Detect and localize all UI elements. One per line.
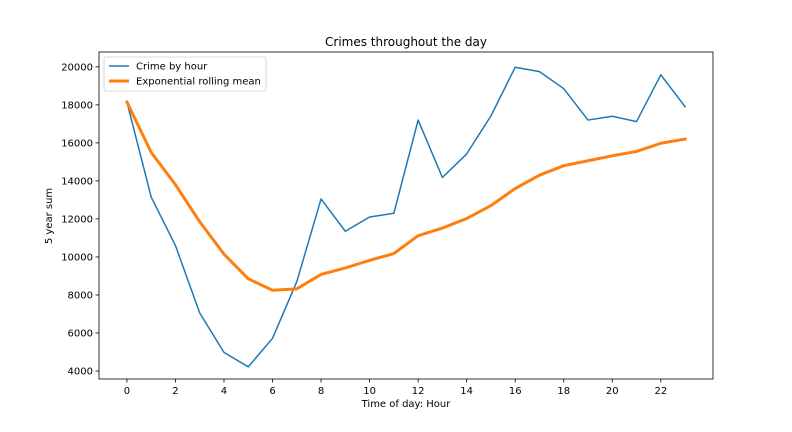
x-tick-label: 22	[654, 386, 667, 397]
y-tick-label: 12000	[61, 214, 93, 225]
series-line-exponential-rolling-mean	[124, 99, 687, 292]
y-tick-label: 16000	[61, 138, 93, 149]
x-axis-ticks: 0 2 4 6 8 10 12 14 16 18 20 22	[124, 379, 667, 397]
x-tick-label: 16	[509, 386, 522, 397]
plot-frame	[98, 51, 714, 380]
series-lines	[124, 66, 687, 368]
x-tick-label: 18	[557, 386, 570, 397]
x-axis-label: Time of day: Hour	[361, 399, 452, 410]
x-tick-label: 12	[412, 386, 425, 397]
y-tick-label: 4000	[68, 367, 93, 378]
y-tick-label: 18000	[61, 100, 93, 111]
plot-area	[99, 52, 713, 379]
x-tick-label: 20	[606, 386, 619, 397]
series-line-crime-by-hour	[125, 66, 687, 368]
y-tick-label: 20000	[61, 62, 93, 73]
y-axis-label: 5 year sum	[44, 188, 55, 244]
legend-label-crime-by-hour: Crime by hour	[136, 62, 208, 73]
legend: Crime by hour Exponential rolling mean	[103, 56, 267, 92]
chart-title: Crimes throughout the day	[325, 35, 487, 49]
x-tick-label: 10	[363, 386, 376, 397]
y-tick-label: 8000	[68, 290, 93, 301]
y-tick-label: 14000	[61, 176, 93, 187]
x-tick-label: 0	[124, 386, 130, 397]
x-tick-label: 14	[460, 386, 473, 397]
legend-label-exponential-rolling-mean: Exponential rolling mean	[136, 77, 261, 88]
y-tick-label: 10000	[61, 252, 93, 263]
x-tick-label: 8	[318, 386, 324, 397]
y-axis-ticks: 4000 6000 8000 10000 12000 14000 16000 18000 200…	[61, 62, 99, 378]
x-tick-label: 4	[221, 386, 227, 397]
x-tick-label: 6	[269, 386, 275, 397]
legend-box	[103, 56, 267, 92]
x-tick-label: 2	[172, 386, 178, 397]
y-tick-label: 6000	[68, 328, 93, 339]
